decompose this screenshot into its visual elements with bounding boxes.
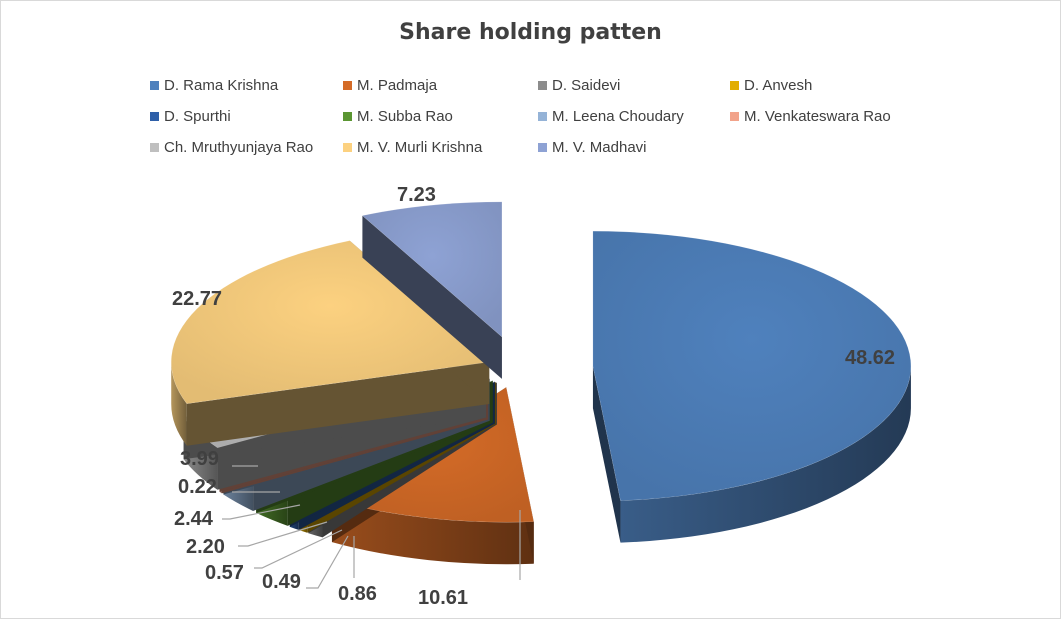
chart-title: Share holding patten <box>399 20 662 45</box>
legend-item: Ch. Mruthyunjaya Rao <box>150 138 313 156</box>
legend-swatch <box>150 111 159 121</box>
slice-top <box>361 201 503 338</box>
legend-label: D. Anvesh <box>744 76 813 94</box>
legend-label: Ch. Mruthyunjaya Rao <box>164 138 314 156</box>
legend-label: M. Leena Choudary <box>552 107 684 125</box>
legend-swatch <box>343 80 352 90</box>
legend-item: M. Leena Choudary <box>538 107 684 125</box>
data-label: 10.61 <box>418 587 468 609</box>
legend-label: D. Saidevi <box>552 76 621 94</box>
legend-label: M. V. Madhavi <box>552 138 647 156</box>
leader-line <box>222 504 301 520</box>
legend-label: D. Rama Krishna <box>164 76 279 94</box>
legend-label: M. V. Murli Krishna <box>357 138 483 156</box>
data-label: 2.20 <box>186 536 225 558</box>
legend-item: D. Spurthi <box>150 107 231 125</box>
slice-cut-wall <box>186 361 490 446</box>
legend-item: D. Saidevi <box>538 76 620 94</box>
legend-swatch <box>730 111 739 121</box>
slice-top <box>170 240 490 404</box>
data-label: 0.86 <box>338 583 377 605</box>
legend-item: M. Venkateswara Rao <box>730 107 891 125</box>
legend-swatch <box>343 142 352 152</box>
slice-top <box>592 230 912 501</box>
slice-outer-wall <box>331 500 534 565</box>
legend-item: M. Padmaja <box>343 76 437 94</box>
data-label: 0.57 <box>205 562 244 584</box>
legend-item: M. Subba Rao <box>343 107 453 125</box>
leader-line <box>254 529 343 569</box>
legend-item: M. V. Madhavi <box>538 138 647 156</box>
data-label: 7.23 <box>397 184 436 206</box>
legend-label: M. Padmaja <box>357 76 438 94</box>
data-label: 0.22 <box>178 476 217 498</box>
data-label: 2.44 <box>174 508 214 530</box>
data-label: 3.99 <box>180 448 219 470</box>
legend-label: D. Spurthi <box>164 107 231 125</box>
leader-line <box>306 535 349 589</box>
pie-slice <box>170 240 490 446</box>
slice-cut-wall <box>592 366 621 543</box>
legend-swatch <box>730 80 739 90</box>
legend-item: D. Anvesh <box>730 76 812 94</box>
slice-outer-wall <box>171 361 187 446</box>
slice-outer-wall <box>620 366 911 543</box>
legend-swatch <box>538 80 547 90</box>
slice-cut-wall <box>362 215 502 379</box>
legend-item: D. Rama Krishna <box>150 76 278 94</box>
legend-swatch <box>538 142 547 152</box>
legend-swatch <box>343 111 352 121</box>
pie-slice <box>361 201 503 379</box>
pie-slice <box>592 230 912 543</box>
chart-legend: D. Rama Krishna M. Padmaja D. Saidevi D. An… <box>0 0 1061 160</box>
legend-swatch <box>150 142 159 152</box>
legend-item: M. V. Murli Krishna <box>343 138 482 156</box>
legend-label: M. Subba Rao <box>357 107 453 125</box>
data-label: 48.62 <box>845 347 895 369</box>
legend-swatch <box>150 80 159 90</box>
leader-line <box>238 521 328 547</box>
data-label: 22.77 <box>172 288 222 310</box>
data-label: 0.49 <box>262 571 301 593</box>
legend-label: M. Venkateswara Rao <box>744 107 891 125</box>
legend-swatch <box>538 111 547 121</box>
